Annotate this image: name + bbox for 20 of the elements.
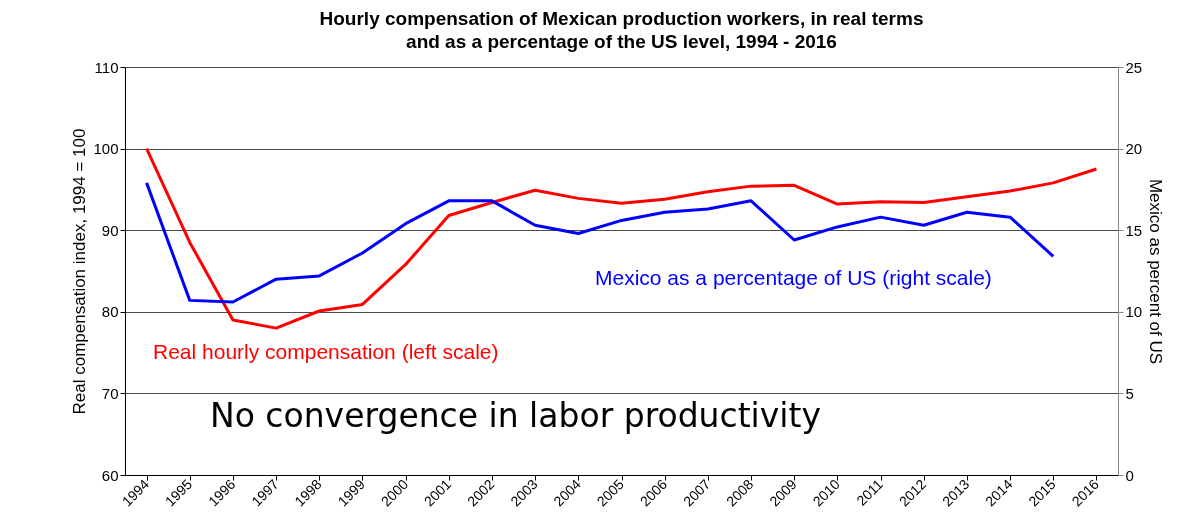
y-tick-label: 90 [101, 221, 119, 239]
y-tick-label: 80 [101, 303, 119, 321]
chart-title: Hourly compensation of Mexican production workers, in real terms and as a percentage of the US level, 1994 - 2016 [319, 8, 924, 52]
y2-tick-label: 10 [1125, 303, 1143, 321]
series-label: Real hourly compensation (left scale) [153, 340, 499, 363]
series-label: Mexico as a percentage of US (right scale) [595, 266, 992, 289]
annotation: No convergence in labor productivity [210, 396, 821, 435]
y-tick-label: 60 [101, 466, 119, 484]
y-axis-title: Real compensation index, 1994 = 100 [70, 128, 90, 415]
y2-axis-title: Mexico as percent of US [1146, 178, 1166, 365]
line-series [145, 181, 1055, 304]
y-tick-label: 100 [93, 140, 119, 158]
y-tick-label: 110 [94, 58, 119, 76]
y2-tick-label: 25 [1125, 58, 1143, 76]
y2-tick-label: 0 [1125, 466, 1134, 484]
line-series [145, 147, 1098, 330]
y-tick-label: 70 [101, 384, 119, 402]
y2-tick-label: 15 [1125, 221, 1143, 239]
y2-tick-label: 20 [1125, 140, 1143, 158]
y2-tick-label: 5 [1125, 384, 1134, 402]
